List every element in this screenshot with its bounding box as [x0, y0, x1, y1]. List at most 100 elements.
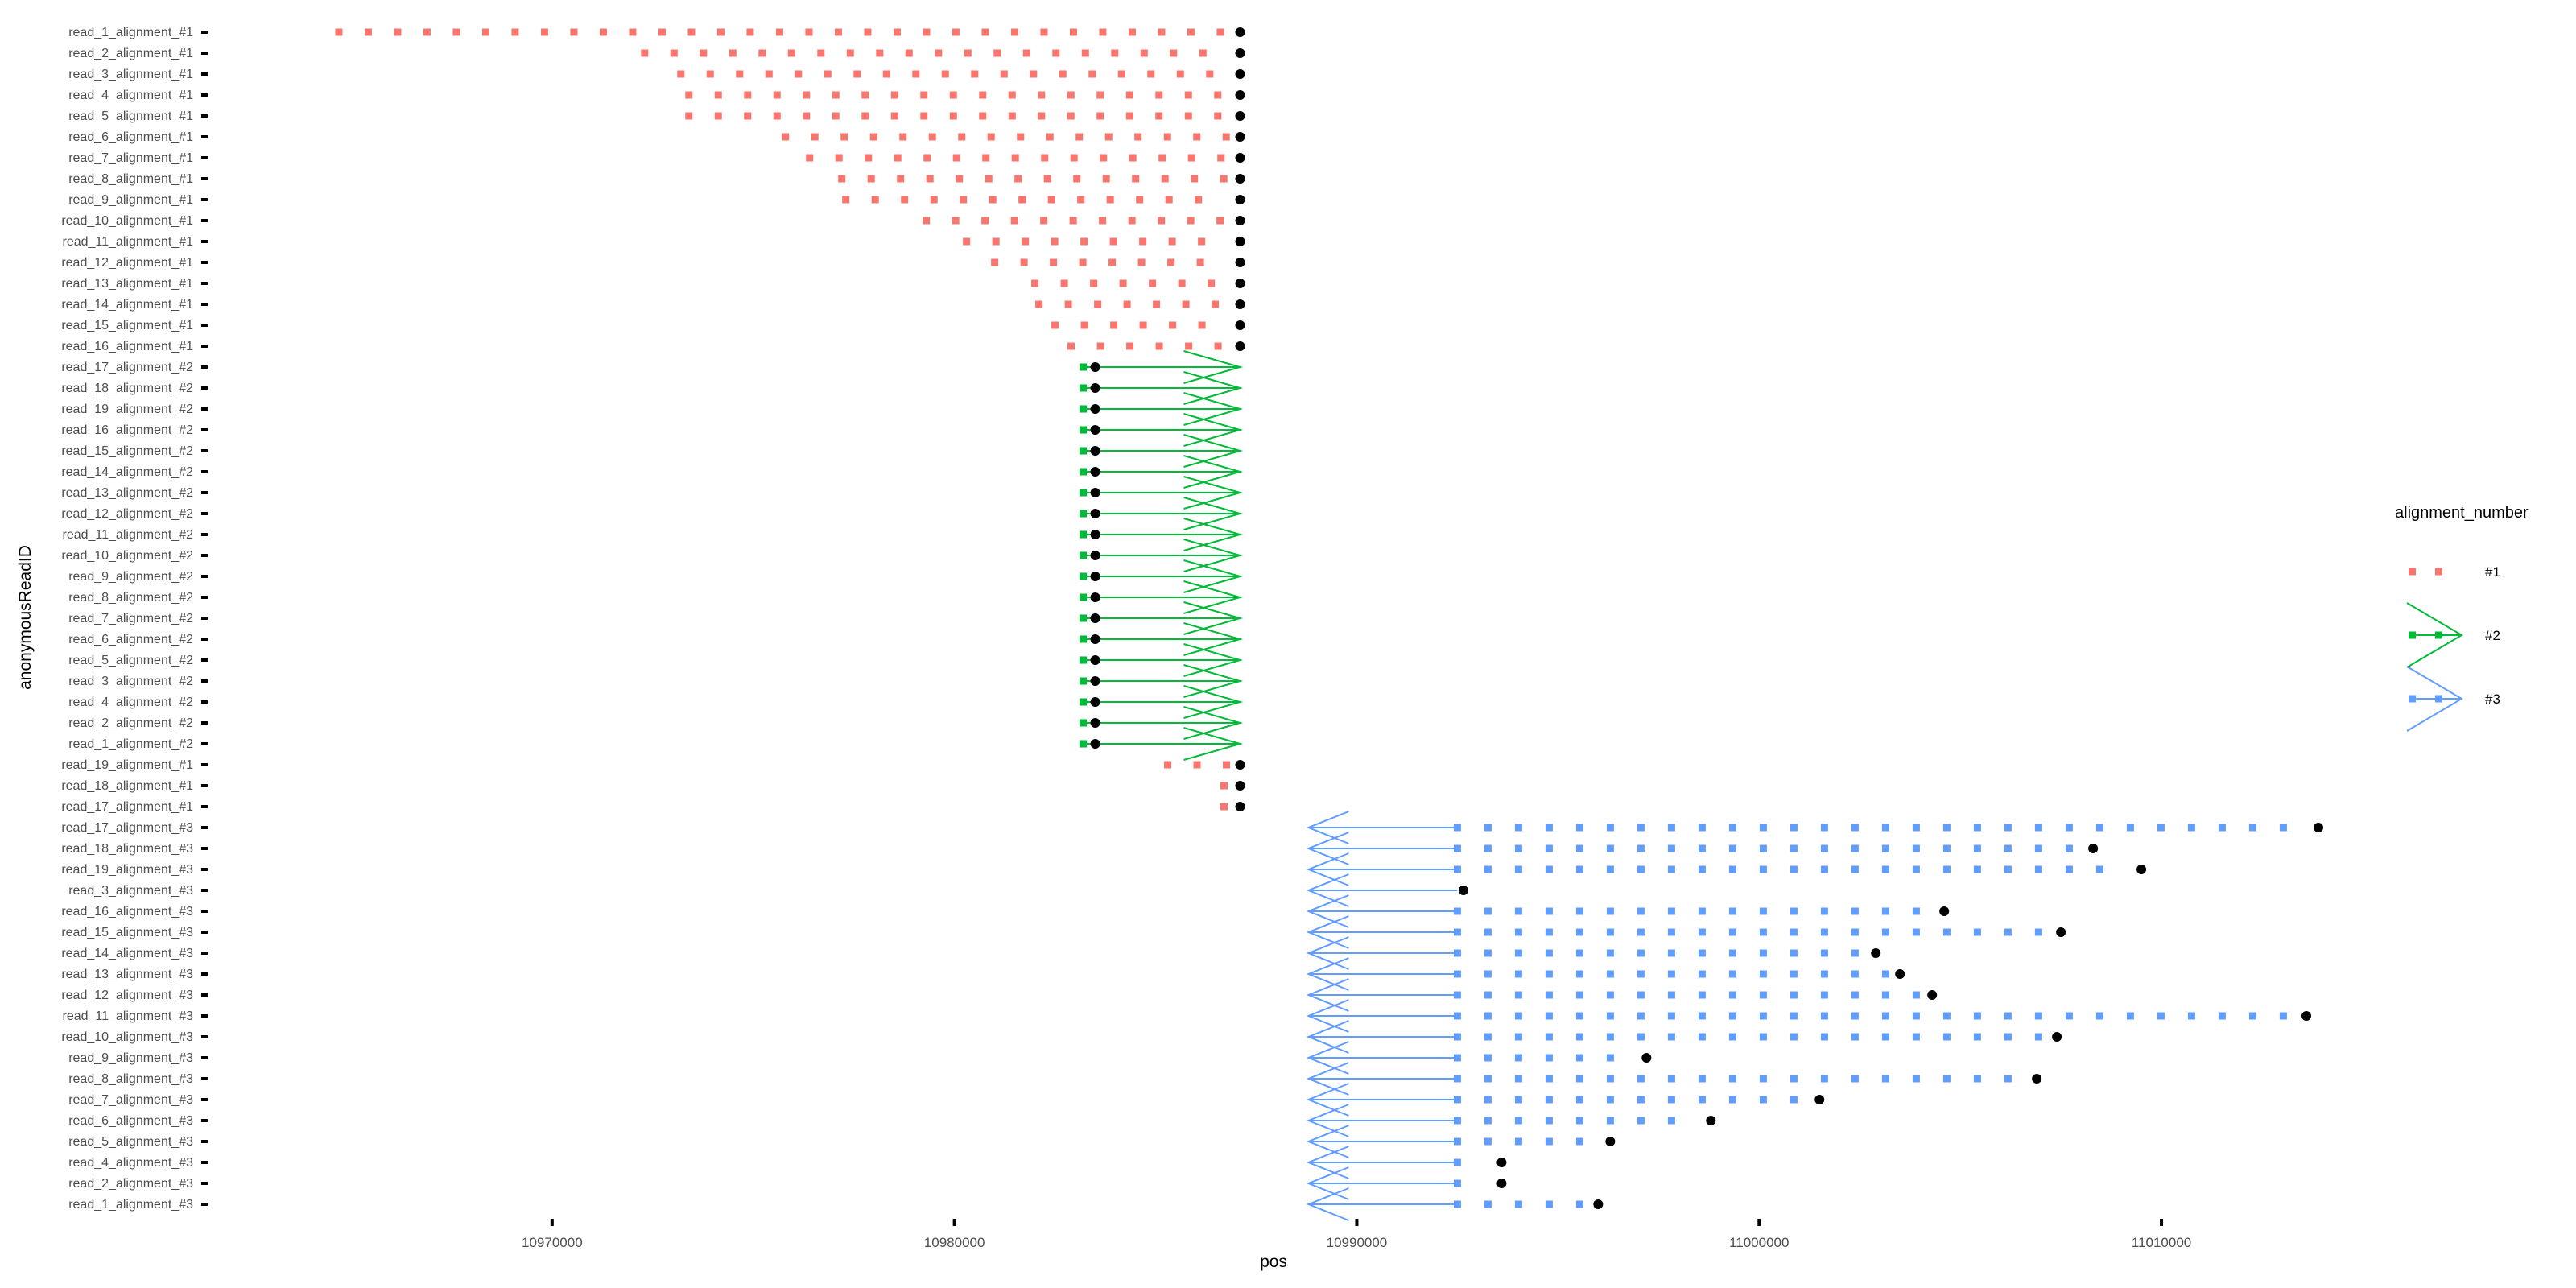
read-segment [806, 154, 814, 162]
read-segment [1051, 237, 1059, 246]
read-segment [1637, 928, 1645, 936]
read-segment [1759, 928, 1767, 936]
read-end-point [1496, 1179, 1507, 1188]
read-segment [1575, 949, 1583, 957]
read-segment [2004, 844, 2012, 852]
read-end-point [1496, 1158, 1507, 1167]
read-segment [1059, 70, 1067, 78]
read-end-point [1593, 1199, 1604, 1209]
read-end-point [1814, 1095, 1825, 1104]
read-segment [1637, 1012, 1645, 1020]
read-segment [729, 49, 737, 57]
read-segment [1759, 907, 1767, 915]
read-segment [1942, 844, 1951, 852]
read-segment [1484, 844, 1492, 852]
read-segment [1453, 970, 1461, 978]
read-segment [1820, 824, 1828, 832]
read-segment [1881, 991, 1889, 999]
read-segment [1545, 1137, 1553, 1146]
y-tick-label: read_6_alignment_#3 [68, 1114, 193, 1128]
read-segment [1942, 928, 1951, 936]
read-segment [979, 91, 987, 99]
read-segment [1119, 279, 1127, 287]
read-segment [2034, 844, 2042, 852]
junction-arrow [1183, 727, 1244, 761]
read-segment [920, 91, 928, 99]
read-segment [1094, 300, 1102, 308]
legend: alignment_number #1 #2 #3 [2395, 504, 2529, 732]
read-segment [1912, 928, 1920, 936]
read-segment [1606, 1075, 1614, 1083]
read-segment [1606, 928, 1614, 936]
legend-key-marker [2435, 568, 2442, 576]
read-segment [1453, 1096, 1461, 1104]
read-end-point [1235, 258, 1245, 267]
read-segment [985, 175, 993, 183]
read-end-point [2088, 844, 2099, 853]
read-segment [1198, 321, 1206, 329]
read-segment [838, 175, 846, 183]
read-segment [1912, 991, 1920, 999]
y-tick-label: read_11_alignment_#3 [63, 1009, 194, 1023]
y-tick-label: read_1_alignment_#3 [68, 1198, 193, 1212]
read-segment [861, 91, 869, 99]
read-segment [1453, 1200, 1461, 1208]
read-segment [1545, 928, 1553, 936]
read-segment [1155, 112, 1163, 120]
read-segment [1514, 1054, 1522, 1062]
read-segment [981, 28, 989, 36]
y-tick-label: read_3_alignment_#2 [68, 675, 193, 688]
read-segment [1139, 321, 1147, 329]
read-segment [1104, 133, 1113, 141]
read-segment [1728, 1096, 1736, 1104]
read-segment [1545, 1075, 1553, 1083]
read-segment [2187, 1012, 2195, 1020]
y-tick-label: read_14_alignment_#1 [61, 298, 193, 312]
read-segment [1851, 1033, 1859, 1041]
legend-label: #1 [2485, 564, 2500, 580]
read-segment [864, 28, 872, 36]
y-tick-label: read_3_alignment_#1 [68, 68, 193, 81]
read-segment [2126, 1012, 2134, 1020]
read-segment [1108, 258, 1117, 266]
y-tick-label: read_11_alignment_#1 [63, 235, 194, 249]
read-end-point [1235, 48, 1245, 58]
read-segment [1060, 279, 1068, 287]
read-segment [1545, 1117, 1553, 1125]
read-segment [890, 91, 898, 99]
y-tick-label: read_18_alignment_#1 [61, 779, 193, 793]
read-segment [1698, 1012, 1706, 1020]
read-segment [2004, 928, 2012, 936]
read-segment [1820, 1012, 1828, 1020]
read-segment [1079, 258, 1087, 266]
read-segment [1667, 1033, 1675, 1041]
read-segment [714, 112, 722, 120]
read-segment [1667, 928, 1675, 936]
read-segment [1514, 1200, 1522, 1208]
read-segment [452, 28, 460, 36]
read-segment [1881, 1033, 1889, 1041]
read-segment [1606, 844, 1614, 852]
read-segment [1514, 991, 1522, 999]
y-tick-label: read_5_alignment_#3 [68, 1135, 193, 1149]
read-segment [1851, 824, 1859, 832]
read-segment [1453, 928, 1461, 936]
read-segment [1484, 1137, 1492, 1146]
read-end-point [1235, 195, 1245, 204]
read-segment [1484, 1117, 1492, 1125]
read-end-point [2052, 1032, 2062, 1042]
read-segment [890, 112, 898, 120]
y-tick-label: read_11_alignment_#2 [63, 528, 194, 542]
read-segment [1575, 1096, 1583, 1104]
read-segment [1698, 991, 1706, 999]
read-segment [1008, 112, 1016, 120]
read-segment [1667, 1117, 1675, 1125]
read-segment [846, 49, 854, 57]
read-segment [1040, 217, 1048, 225]
read-segment [1043, 175, 1051, 183]
read-segment [658, 28, 666, 36]
read-segment [1514, 1075, 1522, 1083]
read-segment [1698, 824, 1706, 832]
read-segment [1728, 1033, 1736, 1041]
read-end-point [1090, 634, 1100, 644]
